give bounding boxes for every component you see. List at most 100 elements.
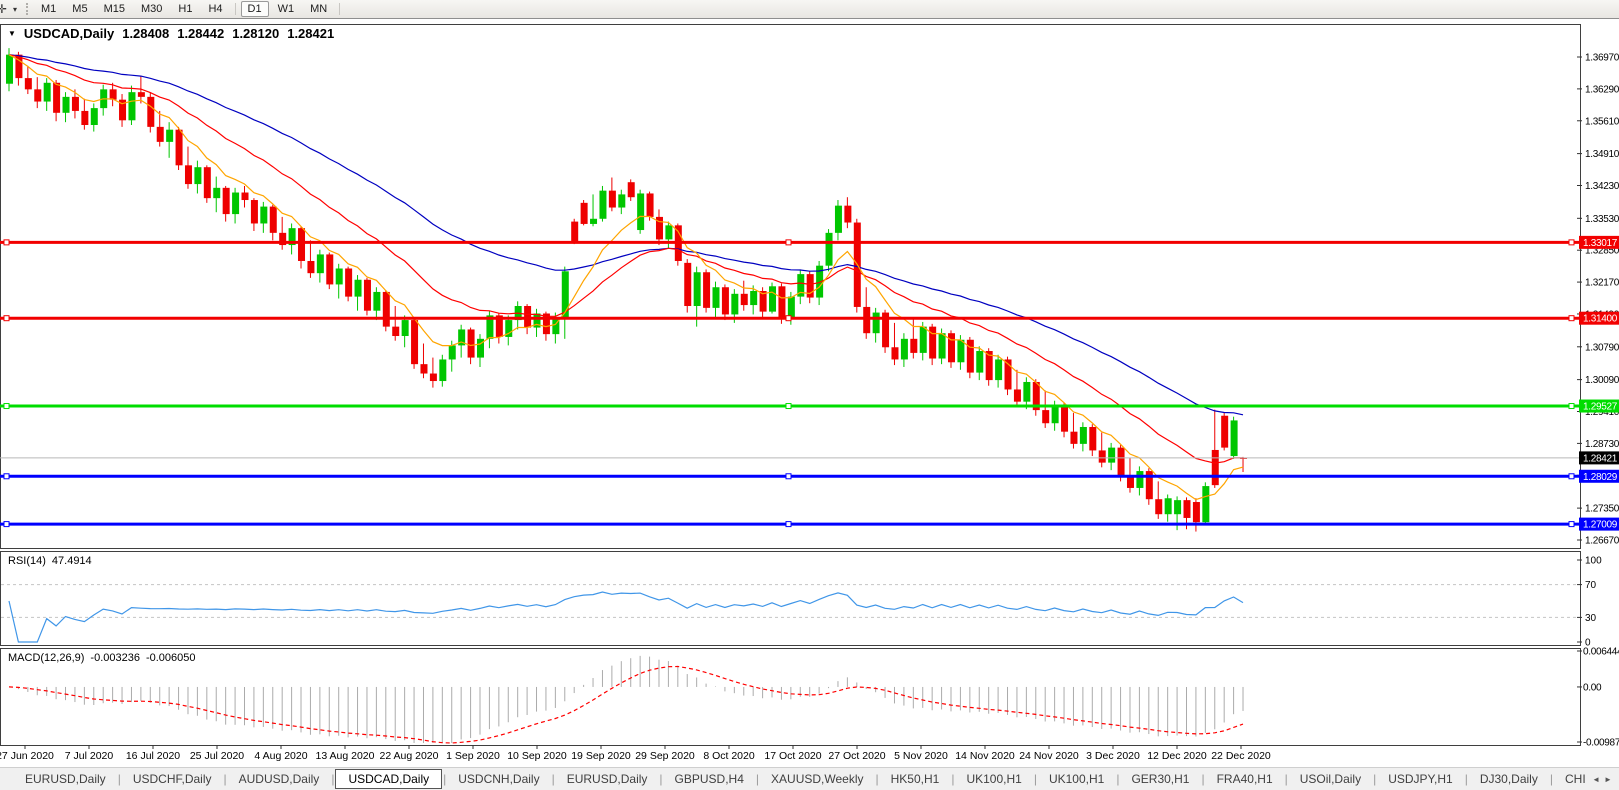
- tab-eurusd-daily[interactable]: EURUSD,Daily: [25, 772, 106, 786]
- candle-body: [787, 296, 795, 319]
- candle-body: [1042, 410, 1050, 424]
- rsi-label: RSI(14) 47.4914: [8, 555, 92, 567]
- tab-separator: |: [1373, 772, 1377, 786]
- tab-separator: |: [1033, 772, 1037, 786]
- timeframe-m5[interactable]: M5: [72, 3, 88, 15]
- candle-body: [90, 108, 98, 125]
- candle-body: [316, 254, 324, 274]
- hline-handle[interactable]: [785, 403, 792, 410]
- hline-handle[interactable]: [1568, 403, 1575, 410]
- timeframe-m1[interactable]: M1: [41, 3, 57, 15]
- hline-handle[interactable]: [3, 521, 10, 528]
- candle-body: [665, 225, 673, 240]
- timeframe-m30[interactable]: M30: [140, 3, 163, 15]
- date-label: 27 Oct 2020: [828, 750, 885, 762]
- date-axis: 27 Jun 2020 7 Jul 2020 16 Jul 2020 25 Jul 2…: [0, 745, 1271, 762]
- timeframe-h4[interactable]: H4: [208, 3, 223, 15]
- candle-body: [279, 232, 287, 246]
- candle-body: [891, 347, 899, 360]
- candle-body: [1089, 426, 1097, 451]
- hline-handle[interactable]: [785, 315, 792, 322]
- candle-body: [260, 206, 268, 224]
- date-label: 24 Nov 2020: [1019, 750, 1079, 762]
- tab-separator: |: [875, 772, 879, 786]
- date-label: 10 Sep 2020: [507, 750, 567, 762]
- chart-title: ▼ USDCAD,Daily 1.28408 1.28442 1.28120 1…: [8, 26, 334, 41]
- price-tick-label: 1.35610: [1585, 116, 1619, 127]
- cursor-tool-icon[interactable]: ✛: [0, 2, 8, 16]
- candle-body: [910, 338, 918, 353]
- candle-body: [740, 293, 748, 306]
- tab-ger30-h1[interactable]: GER30,H1: [1131, 772, 1190, 786]
- candle-body: [561, 271, 569, 318]
- symbol-dropdown-icon[interactable]: ▼: [8, 29, 16, 38]
- chevron-down-icon[interactable]: ▾: [13, 4, 18, 14]
- hline-price-badge: [1579, 235, 1619, 249]
- scroll-left-icon[interactable]: ◄: [1592, 774, 1600, 784]
- timeframe-w1[interactable]: W1: [277, 3, 295, 15]
- candle-body: [1013, 389, 1021, 402]
- hline-handle[interactable]: [785, 239, 792, 246]
- date-label: 29 Sep 2020: [635, 750, 695, 762]
- candle-body: [948, 333, 955, 363]
- tab-gbpusd-h4[interactable]: GBPUSD,H4: [674, 772, 744, 786]
- candle-body: [250, 200, 258, 224]
- candle-body: [769, 286, 777, 312]
- date-label: 17 Oct 2020: [764, 750, 821, 762]
- candle-body: [731, 293, 739, 315]
- hline-handle[interactable]: [1568, 315, 1575, 322]
- hline-handle[interactable]: [1568, 473, 1575, 480]
- date-label: 19 Sep 2020: [571, 750, 631, 762]
- date-label: 1 Sep 2020: [446, 750, 500, 762]
- hline-handle[interactable]: [1568, 521, 1575, 528]
- tab-uk100-h1[interactable]: UK100,H1: [966, 772, 1022, 786]
- timeframe-d1[interactable]: D1: [240, 1, 269, 17]
- tab-separator: |: [1116, 772, 1120, 786]
- hline-handle[interactable]: [3, 403, 10, 410]
- horizontal-line-objects[interactable]: 1.33017 1.31400 1.29527 1.28029 1.27009: [0, 235, 1619, 531]
- hline-handle[interactable]: [3, 239, 10, 246]
- hline-handle[interactable]: [785, 521, 792, 528]
- candle-body: [1070, 431, 1078, 444]
- tab-fra40-h1[interactable]: FRA40,H1: [1216, 772, 1273, 786]
- hline-handle[interactable]: [1568, 239, 1575, 246]
- tab-usoil-daily[interactable]: USOil,Daily: [1299, 772, 1362, 786]
- hline-handle[interactable]: [785, 473, 792, 480]
- tab-audusd-daily[interactable]: AUDUSD,Daily: [238, 772, 320, 786]
- candle-body: [1145, 471, 1153, 500]
- tab-eurusd-daily[interactable]: EURUSD,Daily: [566, 772, 648, 786]
- candle-body: [985, 351, 993, 381]
- rsi-tick-label: 100: [1585, 556, 1602, 567]
- tab-usdcnh-daily[interactable]: USDCNH,Daily: [458, 772, 540, 786]
- toolbar-grip[interactable]: [26, 3, 29, 15]
- hline-handle[interactable]: [3, 315, 10, 322]
- candle-body: [995, 359, 1003, 381]
- price-tick-label: 1.27350: [1585, 504, 1619, 515]
- tab-separator: |: [1201, 772, 1205, 786]
- timeframe-m15[interactable]: M15: [103, 3, 125, 15]
- tab-uk100-h1[interactable]: UK100,H1: [1048, 772, 1105, 786]
- timeframe-mn[interactable]: MN: [310, 3, 328, 15]
- candle-body: [363, 279, 371, 311]
- candle-body: [966, 339, 974, 373]
- tab-dj30-daily[interactable]: DJ30,Daily: [1479, 772, 1538, 786]
- macd-label: MACD(12,26,9) -0.003236 -0.006050: [8, 652, 196, 664]
- hline-price-label: 1.27009: [1583, 520, 1618, 531]
- hline-handle[interactable]: [3, 473, 10, 480]
- candle-body: [1192, 502, 1200, 523]
- tab-usdchf-daily[interactable]: USDCHF,Daily: [132, 772, 212, 786]
- tab-usdjpy-h1[interactable]: USDJPY,H1: [1388, 772, 1453, 786]
- tab-usdcad-daily[interactable]: USDCAD,Daily: [335, 769, 443, 789]
- timeframe-h1[interactable]: H1: [178, 3, 193, 15]
- candle-body: [307, 260, 315, 274]
- rsi-tick-label: 70: [1585, 580, 1597, 591]
- candle-body: [119, 99, 127, 121]
- candle-body: [373, 291, 381, 311]
- scroll-right-icon[interactable]: ►: [1604, 774, 1612, 784]
- candle-body: [1061, 405, 1069, 432]
- macd-value-main: -0.003236: [90, 652, 140, 664]
- tab-xauusd-weekly[interactable]: XAUUSD,Weekly: [771, 772, 864, 786]
- candle-body: [24, 78, 32, 90]
- tab-hk50-h1[interactable]: HK50,H1: [890, 772, 940, 786]
